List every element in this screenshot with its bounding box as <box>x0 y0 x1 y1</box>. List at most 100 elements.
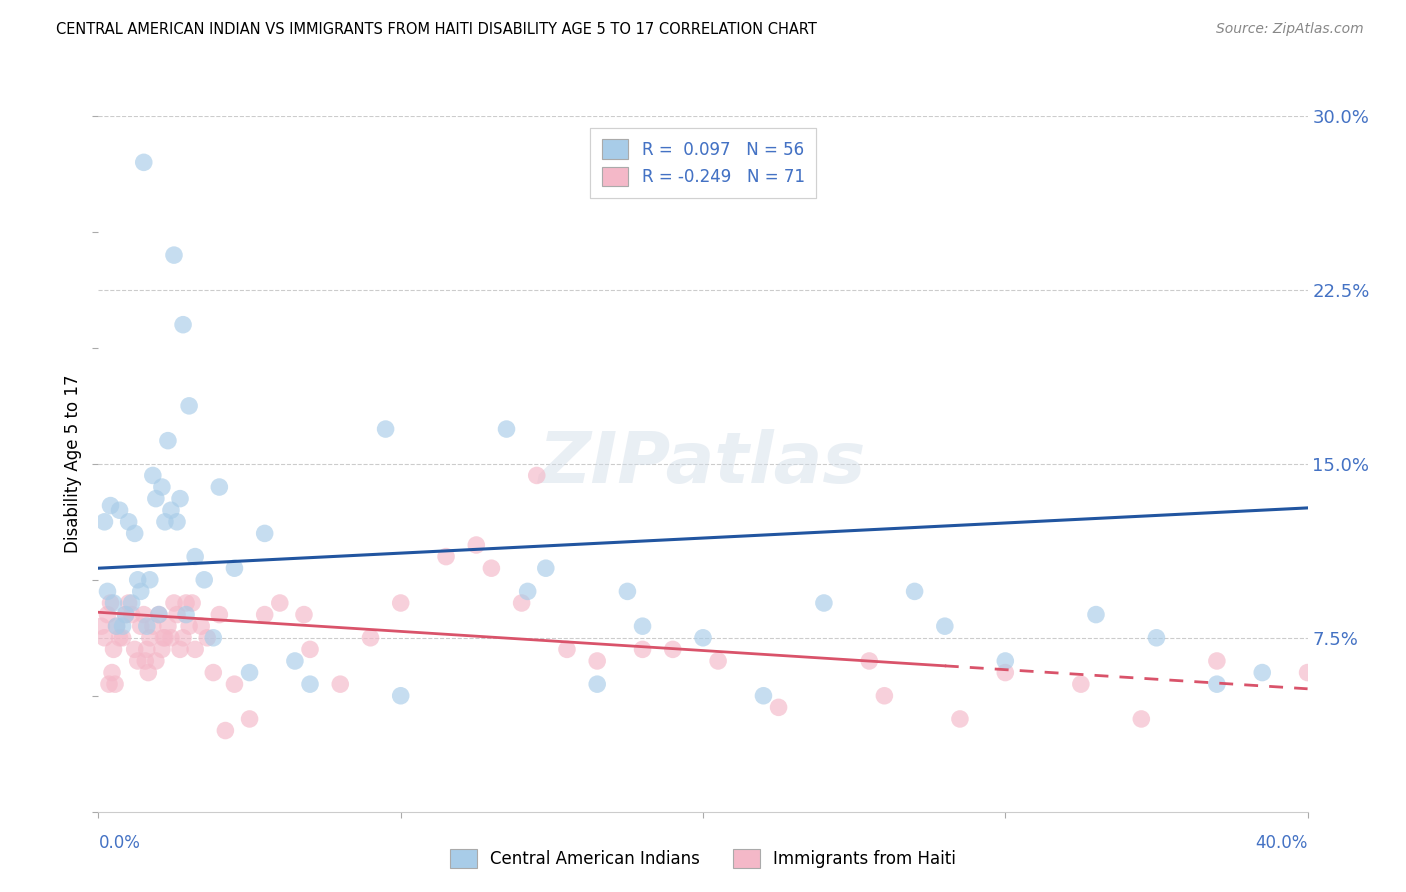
Point <box>142 619 165 633</box>
Point <box>284 654 307 668</box>
Point <box>873 689 896 703</box>
Point <box>190 619 212 633</box>
Point <box>526 468 548 483</box>
Point <box>510 596 533 610</box>
Point <box>124 526 146 541</box>
Point <box>299 642 322 657</box>
Text: Source: ZipAtlas.com: Source: ZipAtlas.com <box>1216 22 1364 37</box>
Point <box>768 700 790 714</box>
Point <box>465 538 488 552</box>
Point <box>434 549 457 564</box>
Point <box>169 491 191 506</box>
Point <box>108 631 131 645</box>
Point <box>949 712 972 726</box>
Point <box>662 642 685 657</box>
Point <box>1206 677 1229 691</box>
Text: CENTRAL AMERICAN INDIAN VS IMMIGRANTS FROM HAITI DISABILITY AGE 5 TO 17 CORRELAT: CENTRAL AMERICAN INDIAN VS IMMIGRANTS FR… <box>56 22 817 37</box>
Point <box>202 631 225 645</box>
Point <box>153 515 176 529</box>
Point <box>105 619 128 633</box>
Point <box>858 654 880 668</box>
Point <box>142 468 165 483</box>
Point <box>224 561 246 575</box>
Point <box>172 631 194 645</box>
Point <box>148 607 170 622</box>
Legend: Central American Indians, Immigrants from Haiti: Central American Indians, Immigrants fro… <box>443 842 963 875</box>
Point <box>96 607 118 622</box>
Point <box>103 596 125 610</box>
Point <box>360 631 382 645</box>
Point <box>181 596 204 610</box>
Point <box>103 642 125 657</box>
Point <box>90 619 112 633</box>
Text: 40.0%: 40.0% <box>1256 834 1308 852</box>
Point <box>253 607 276 622</box>
Point <box>96 584 118 599</box>
Point <box>239 712 262 726</box>
Point <box>269 596 291 610</box>
Point <box>150 642 173 657</box>
Point <box>1296 665 1319 680</box>
Point <box>208 607 231 622</box>
Point <box>174 607 197 622</box>
Point <box>100 499 122 513</box>
Point <box>135 642 157 657</box>
Point <box>813 596 835 610</box>
Point <box>202 665 225 680</box>
Point <box>150 480 173 494</box>
Point <box>145 654 167 668</box>
Point <box>163 248 186 262</box>
Point <box>160 503 183 517</box>
Point <box>93 515 115 529</box>
Point <box>139 631 162 645</box>
Point <box>100 596 122 610</box>
Point <box>108 503 131 517</box>
Point <box>1146 631 1168 645</box>
Point <box>169 642 191 657</box>
Point <box>98 677 121 691</box>
Point <box>1070 677 1092 691</box>
Point <box>516 584 538 599</box>
Point <box>127 573 149 587</box>
Point <box>166 515 188 529</box>
Point <box>104 677 127 691</box>
Point <box>389 689 412 703</box>
Text: ZIPatlas: ZIPatlas <box>540 429 866 499</box>
Point <box>135 619 157 633</box>
Point <box>495 422 517 436</box>
Point <box>329 677 352 691</box>
Point <box>101 665 124 680</box>
Text: 0.0%: 0.0% <box>98 834 141 852</box>
Point <box>195 631 218 645</box>
Point <box>1085 607 1108 622</box>
Point <box>193 573 215 587</box>
Point <box>166 607 188 622</box>
Point <box>127 654 149 668</box>
Point <box>139 573 162 587</box>
Point <box>555 642 578 657</box>
Point <box>152 631 174 645</box>
Point <box>160 631 183 645</box>
Point <box>253 526 276 541</box>
Point <box>129 584 152 599</box>
Point <box>179 619 201 633</box>
Point <box>118 515 141 529</box>
Y-axis label: Disability Age 5 to 17: Disability Age 5 to 17 <box>63 375 82 553</box>
Point <box>1206 654 1229 668</box>
Point <box>156 434 179 448</box>
Point <box>163 596 186 610</box>
Point <box>121 607 143 622</box>
Point <box>214 723 236 738</box>
Point <box>111 619 134 633</box>
Point <box>156 619 179 633</box>
Point <box>631 642 654 657</box>
Point <box>752 689 775 703</box>
Point <box>707 654 730 668</box>
Point <box>239 665 262 680</box>
Point <box>132 607 155 622</box>
Point <box>994 654 1017 668</box>
Point <box>145 491 167 506</box>
Point <box>136 665 159 680</box>
Point <box>105 619 128 633</box>
Point <box>111 631 134 645</box>
